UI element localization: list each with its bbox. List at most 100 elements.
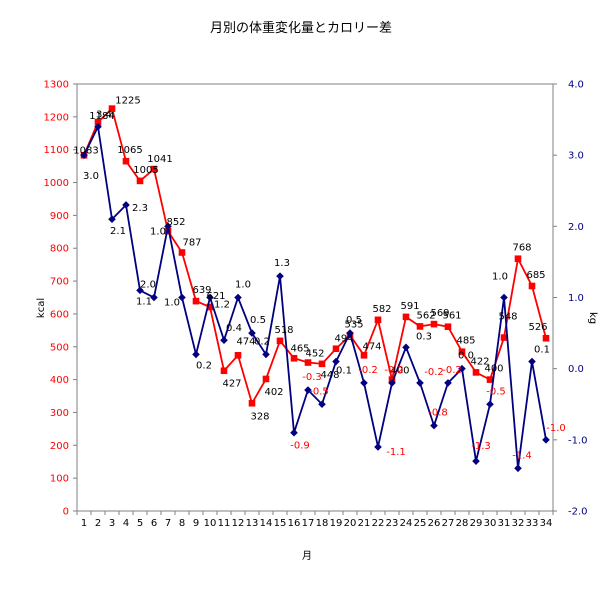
- data-point: [206, 293, 214, 302]
- data-point: [262, 350, 270, 359]
- data-point: [122, 157, 130, 165]
- x-tick-label: 26: [428, 518, 441, 529]
- right-tick-label: 4.0: [568, 80, 584, 91]
- data-point: [500, 293, 508, 302]
- x-axis-label: 月: [302, 550, 312, 562]
- data-point: [192, 350, 200, 359]
- x-tick-label: 21: [358, 518, 371, 529]
- data-label: 787: [182, 238, 201, 249]
- data-point: [500, 334, 508, 341]
- data-point: [402, 343, 410, 352]
- data-label: 0.3: [416, 331, 432, 342]
- data-point: [164, 227, 172, 235]
- left-tick-label: 1300: [44, 80, 69, 91]
- chart-title: 月別の体重変化量とカロリー差: [210, 20, 392, 36]
- data-point: [276, 337, 284, 345]
- x-tick-label: 24: [400, 518, 413, 529]
- data-label: 1083: [73, 145, 98, 156]
- left-tick-label: 1200: [44, 112, 69, 123]
- data-point: [486, 376, 494, 383]
- data-label: 561: [442, 311, 461, 322]
- data-label: 485: [456, 336, 475, 347]
- x-tick-label: 34: [540, 518, 553, 529]
- data-label: 2.0: [140, 280, 156, 291]
- data-label: 0.5: [250, 315, 266, 326]
- data-point: [374, 443, 382, 451]
- data-label: 0.2: [196, 360, 212, 371]
- right-tick-label: 3.0: [568, 151, 584, 162]
- data-point: [290, 354, 298, 362]
- left-tick-label: 200: [50, 441, 69, 452]
- right-tick-label: 1.0: [568, 293, 584, 304]
- x-tick-label: 22: [372, 518, 385, 529]
- data-label: 427: [222, 379, 241, 390]
- data-point: [360, 379, 368, 387]
- right-axis-label: kg: [587, 312, 598, 324]
- left-tick-label: 800: [50, 244, 69, 255]
- x-tick-label: 20: [344, 518, 357, 529]
- right-axis-ticks: -2.0 -1.0 0.0 1.0 2.0 3.0 4.0: [553, 80, 588, 518]
- right-tick-label: 0.0: [568, 364, 584, 375]
- data-label: 422: [470, 356, 489, 367]
- data-label: 1184: [89, 111, 114, 122]
- x-tick-label: 11: [218, 518, 231, 529]
- data-label: 518: [274, 325, 293, 336]
- x-tick-label: 7: [165, 518, 171, 529]
- data-label: -1.4: [512, 450, 532, 461]
- data-point: [80, 151, 88, 159]
- data-point: [430, 320, 438, 328]
- data-point: [514, 464, 522, 473]
- data-point: [528, 282, 536, 290]
- data-label: 1.0: [235, 280, 251, 291]
- data-label: 0.1: [534, 345, 550, 356]
- x-tick-label: 5: [137, 518, 143, 529]
- data-label: 465: [290, 343, 309, 354]
- data-label: -0.2: [424, 367, 444, 378]
- x-tick-label: 6: [151, 518, 157, 529]
- right-tick-label: -1.0: [568, 435, 588, 446]
- left-tick-label: 400: [50, 375, 69, 386]
- data-label: 1.0: [150, 226, 166, 237]
- data-point: [458, 364, 466, 373]
- data-point: [248, 329, 256, 337]
- data-label: 582: [372, 304, 391, 315]
- left-tick-label: 600: [50, 309, 69, 320]
- data-point: [122, 201, 130, 209]
- data-point: [178, 293, 186, 302]
- x-tick-label: 18: [316, 518, 329, 529]
- data-point: [108, 215, 116, 224]
- x-tick-label: 13: [246, 518, 259, 529]
- data-label: 1041: [147, 154, 172, 165]
- data-label: -0.2: [358, 365, 378, 376]
- data-label: 1.0: [164, 298, 180, 309]
- data-label: 2.3: [132, 203, 148, 214]
- data-label: -1.3: [471, 441, 491, 452]
- data-point: [542, 436, 550, 444]
- x-tick-label: 2: [95, 518, 101, 529]
- x-tick-label: 30: [484, 518, 497, 529]
- data-point: [304, 386, 312, 394]
- data-point: [262, 375, 270, 383]
- data-point: [150, 293, 158, 302]
- x-tick-label: 31: [498, 518, 511, 529]
- x-tick-label: 32: [512, 518, 525, 529]
- data-label: -0.8: [428, 408, 448, 419]
- data-point: [94, 118, 102, 126]
- x-tick-label: 33: [526, 518, 539, 529]
- left-tick-label: 300: [50, 408, 69, 419]
- data-point: [136, 177, 144, 185]
- data-point: [94, 122, 102, 131]
- x-tick-label: 12: [232, 518, 245, 529]
- series-line: [83, 106, 547, 406]
- data-label: 2.1: [110, 226, 126, 237]
- data-point: [332, 345, 340, 353]
- data-point: [234, 352, 242, 359]
- data-label: -0.2: [384, 365, 404, 376]
- x-tick-label: 14: [260, 518, 273, 529]
- left-tick-label: 900: [50, 211, 69, 222]
- data-label: 328: [250, 411, 269, 422]
- data-label: 1.1: [136, 296, 152, 307]
- data-point: [318, 400, 326, 409]
- x-tick-label: 8: [179, 518, 185, 529]
- data-label: 526: [528, 322, 547, 333]
